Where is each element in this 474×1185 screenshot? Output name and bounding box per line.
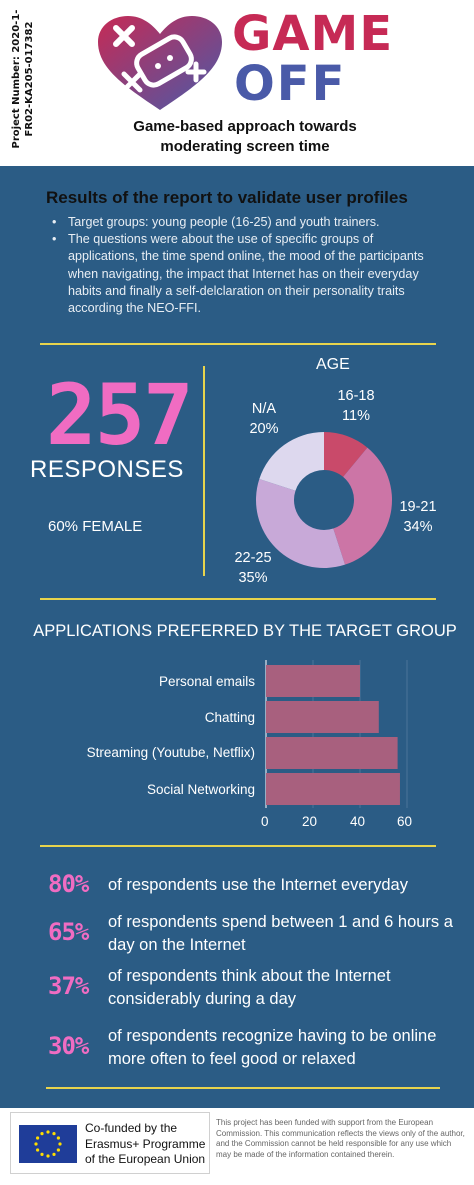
eu-star-icon (56, 1148, 60, 1152)
apps-chart-title: APPLICATIONS PREFERRED BY THE TARGET GRO… (33, 622, 457, 640)
donut-slice (259, 432, 324, 491)
eu-star-icon (58, 1142, 62, 1146)
footer: Co-funded by the Erasmus+ Programme of t… (0, 1108, 474, 1185)
bar (266, 701, 379, 733)
female-percentage: 60% FEMALE (48, 518, 143, 535)
header: Project Number: 2020-1-FR02-KA205-017382… (0, 0, 474, 166)
results-title: Results of the report to validate user p… (46, 188, 408, 207)
tick-label: 60 (397, 814, 413, 829)
page-subtitle: Game-based approach towards moderating s… (133, 118, 357, 155)
responses-label: RESPONSES (30, 456, 184, 483)
project-number: Project Number: 2020-1-FR02-KA205-017382 (11, 9, 35, 149)
disclaimer-text: This project has been funded with suppor… (216, 1118, 465, 1159)
stat-text: of respondents recognize having to be on… (108, 1027, 437, 1068)
age-label-22-25: 22-25 35% (234, 550, 272, 586)
stat-percentage: 80% (48, 870, 89, 898)
stat-text: of respondents use the Internet everyday (108, 876, 408, 894)
stat-text: of respondents think about the Internet … (108, 967, 391, 1008)
logo-word-game: GAME (232, 6, 394, 62)
age-label-na: N/A 20% (249, 401, 279, 437)
age-label-16-18: 16-18 11% (337, 388, 375, 424)
eu-flag-icon (19, 1125, 77, 1163)
eu-star-icon (36, 1148, 40, 1152)
divider (203, 366, 205, 576)
game-off-logo-icon (98, 16, 222, 110)
eu-star-icon (46, 1130, 50, 1134)
eu-star-icon (40, 1152, 44, 1156)
eu-funding-text: Co-funded by the Erasmus+ Programme of t… (85, 1121, 206, 1166)
divider (40, 598, 436, 600)
eu-star-icon (52, 1132, 56, 1136)
age-label-19-21: 19-21 34% (399, 499, 437, 535)
apps-bar-chart (265, 660, 408, 808)
logo-word-off: OFF (234, 56, 347, 112)
bar (266, 773, 400, 805)
age-chart-title: AGE (316, 356, 350, 373)
bar (266, 737, 398, 769)
eu-star-icon (52, 1152, 56, 1156)
eu-funding-badge: Co-funded by the Erasmus+ Programme of t… (10, 1112, 210, 1174)
stat-percentage: 30% (48, 1032, 89, 1060)
stat-percentage: 65% (48, 918, 89, 946)
tick-label: 20 (302, 814, 318, 829)
eu-star-icon (36, 1136, 40, 1140)
list-item: The questions were about the use of spec… (50, 231, 445, 317)
eu-star-icon (56, 1136, 60, 1140)
divider (40, 343, 436, 345)
results-list: Target groups: young people (16-25) and … (50, 214, 445, 317)
responses-count: 257 (46, 366, 194, 464)
eu-star-icon (34, 1142, 38, 1146)
tick-label: 0 (261, 814, 269, 829)
donut-slice (256, 478, 346, 568)
bar-label: Social Networking (146, 782, 255, 797)
stat-percentage: 37% (48, 972, 89, 1000)
bar-label: Streaming (Youtube, Netflix) (86, 745, 255, 760)
eu-star-icon (40, 1132, 44, 1136)
age-donut-chart (256, 432, 392, 568)
bar (266, 665, 360, 697)
eu-star-icon (46, 1154, 50, 1158)
divider (40, 845, 436, 847)
donut-slice (324, 432, 368, 477)
bar-label: Personal emails (158, 674, 255, 689)
divider (46, 1087, 440, 1089)
bar-label: Chatting (204, 710, 255, 725)
donut-slice (333, 447, 392, 565)
tick-label: 40 (350, 814, 366, 829)
list-item: Target groups: young people (16-25) and … (50, 214, 445, 231)
stat-text: of respondents spend between 1 and 6 hou… (108, 913, 453, 954)
